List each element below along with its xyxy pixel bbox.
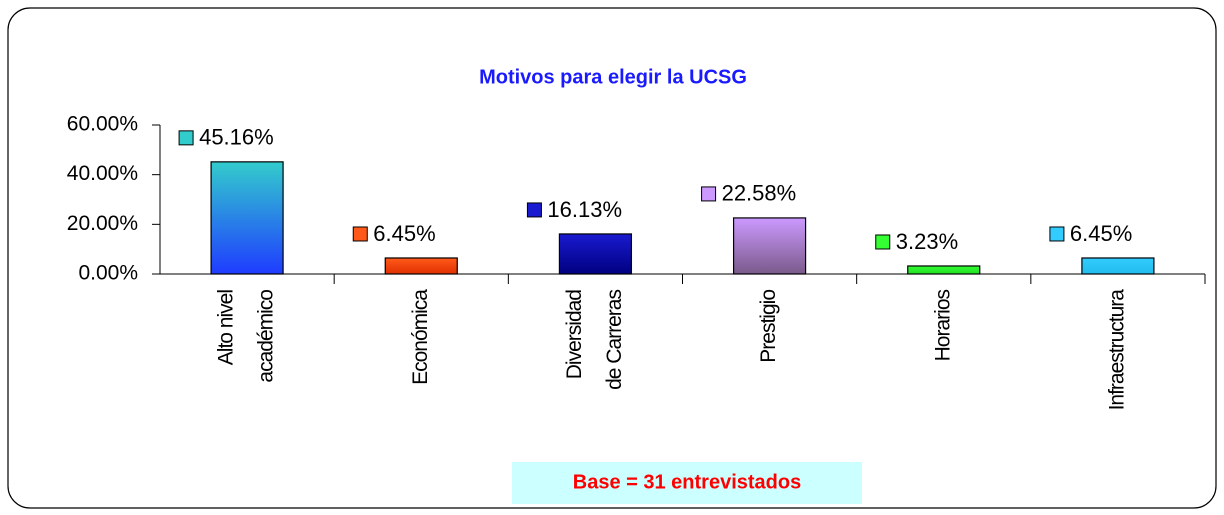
x-tick-label: académico [255, 290, 278, 383]
value-label: 16.13% [547, 197, 622, 222]
x-tick-label: Horarios [931, 290, 954, 362]
bar [558, 233, 633, 275]
bar [907, 265, 981, 275]
annotation-box [512, 462, 862, 504]
chart-title: Motivos para elegir la UCSG [479, 66, 747, 88]
value-label: 6.45% [373, 221, 435, 246]
label-key [701, 186, 717, 202]
label-key [1049, 226, 1065, 242]
label-key [875, 234, 891, 250]
bar [1081, 257, 1155, 275]
x-tick-label: Diversidad [563, 290, 586, 380]
label-key [178, 130, 194, 146]
x-tick-label: Infraestructura [1105, 289, 1128, 411]
bar [210, 161, 284, 275]
y-tick-label: 20.00% [67, 212, 138, 235]
y-tick-label: 40.00% [67, 162, 138, 185]
label-key [526, 202, 542, 218]
annotation: Base = 31 entrevistados [573, 471, 801, 493]
y-tick-label: 0.00% [78, 262, 138, 285]
x-tick-label: Económica [409, 289, 432, 385]
value-label: 45.16% [199, 125, 274, 150]
bar [384, 257, 458, 275]
value-label: 3.23% [896, 229, 958, 254]
bar [732, 217, 807, 275]
value-label: 6.45% [1070, 221, 1132, 246]
x-tick-label: de Carreras [603, 290, 626, 390]
x-tick-label: Prestigio [757, 290, 780, 363]
label-key [352, 226, 368, 242]
x-tick-label: Alto nivel [215, 290, 238, 366]
y-tick-label: 60.00% [67, 113, 138, 136]
value-label: 22.58% [722, 181, 797, 206]
